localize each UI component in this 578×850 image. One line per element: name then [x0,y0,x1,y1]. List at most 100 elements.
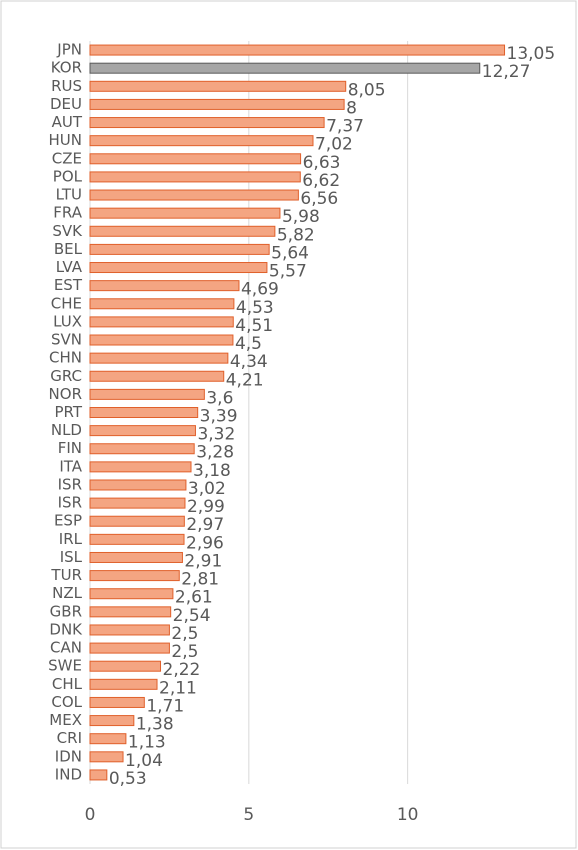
bar [89,479,187,491]
y-tick-label: LTU [56,186,82,204]
bar [89,44,506,56]
bar [89,262,268,274]
y-tick-label: CAN [50,639,82,657]
bar [89,407,199,418]
data-label: 8 [346,98,357,118]
data-label: 5,98 [282,207,320,227]
data-label: 3,6 [206,388,233,408]
bar [89,678,158,690]
bar [89,388,205,400]
y-tick-label: LVA [56,258,83,276]
bar [89,606,172,618]
y-tick-label: IND [55,765,82,783]
y-tick-label: SVN [51,331,82,349]
data-label: 1,13 [128,733,166,753]
bar [89,334,234,346]
y-tick-label: POL [53,167,83,185]
data-label: 5,57 [269,262,307,282]
y-tick-label: KOR [51,59,82,77]
bar [89,62,481,74]
bar [89,570,180,582]
bar [89,769,108,781]
data-label: 2,96 [186,533,224,553]
data-label: 2,5 [171,624,198,644]
y-tick-label: GRC [50,367,82,385]
data-label: 13,05 [507,44,556,64]
data-label: 12,27 [482,62,531,82]
bar [89,715,135,727]
bar [89,551,183,563]
y-tick-label: EST [54,276,83,294]
data-label: 2,11 [159,678,197,698]
data-label: 3,02 [188,479,226,499]
bar [89,316,234,328]
bar [89,515,185,527]
bar [89,225,276,237]
data-label: 2,5 [171,642,198,662]
data-label: 6,56 [300,189,338,209]
bar [89,425,196,437]
bar [89,98,345,110]
y-tick-label: AUT [52,113,83,131]
y-tick-label: FRA [53,204,82,222]
data-label: 4,34 [230,352,268,372]
y-tick-label: NLD [51,421,82,439]
y-tick-label: DEU [50,95,82,113]
data-label: 8,05 [348,80,386,100]
bar [89,171,301,183]
bar [89,243,270,255]
data-label: 4,53 [236,298,274,318]
bar [89,280,240,292]
y-tick-label: HUN [49,131,82,149]
bar [89,497,186,509]
data-label: 3,28 [196,443,234,463]
y-tick-label: CHN [49,349,82,367]
data-label: 2,91 [184,551,222,571]
x-tick-label: 5 [243,805,254,825]
bar [89,117,325,129]
data-label: 2,99 [187,497,225,517]
y-tick-label: TUR [50,566,82,584]
bar [89,189,299,201]
bar [89,733,127,745]
y-tick-label: PRT [54,403,82,421]
data-label: 1,04 [125,751,163,771]
bar [89,135,314,147]
data-label: 2,54 [173,606,211,626]
y-tick-label: LUX [53,312,82,330]
data-label: 2,22 [163,660,201,680]
y-tick-label: CHL [52,675,83,693]
y-tick-label: MEX [49,711,82,729]
data-label: 1,71 [146,696,184,716]
data-label: 5,82 [277,225,315,245]
data-label: 3,39 [200,407,238,427]
data-label: 4,51 [235,316,273,336]
data-label: 4,21 [226,370,264,390]
y-tick-label: JPN [56,41,82,59]
data-label: 4,5 [235,334,262,354]
y-tick-label: ISR [58,494,82,512]
y-tick-label: SVK [52,222,83,240]
data-label: 6,62 [302,171,340,191]
data-label: 7,37 [326,117,364,137]
y-tick-label: IDN [55,747,82,765]
data-label: 5,64 [271,243,309,263]
y-tick-label: IRL [59,530,83,548]
y-tick-label: GBR [50,602,82,620]
y-tick-label: ISR [58,475,82,493]
bar [89,443,195,455]
y-tick-label: BEL [54,240,83,258]
y-tick-label: CHE [51,294,82,312]
bar [89,588,174,600]
data-label: 1,38 [136,715,174,735]
bar [89,533,185,545]
bar [89,751,124,763]
data-label: 2,97 [186,515,224,535]
data-label: 2,61 [175,588,213,608]
data-label: 3,32 [197,425,235,445]
bar [89,153,302,165]
y-tick-label: ISL [60,548,83,566]
bar [89,207,281,219]
